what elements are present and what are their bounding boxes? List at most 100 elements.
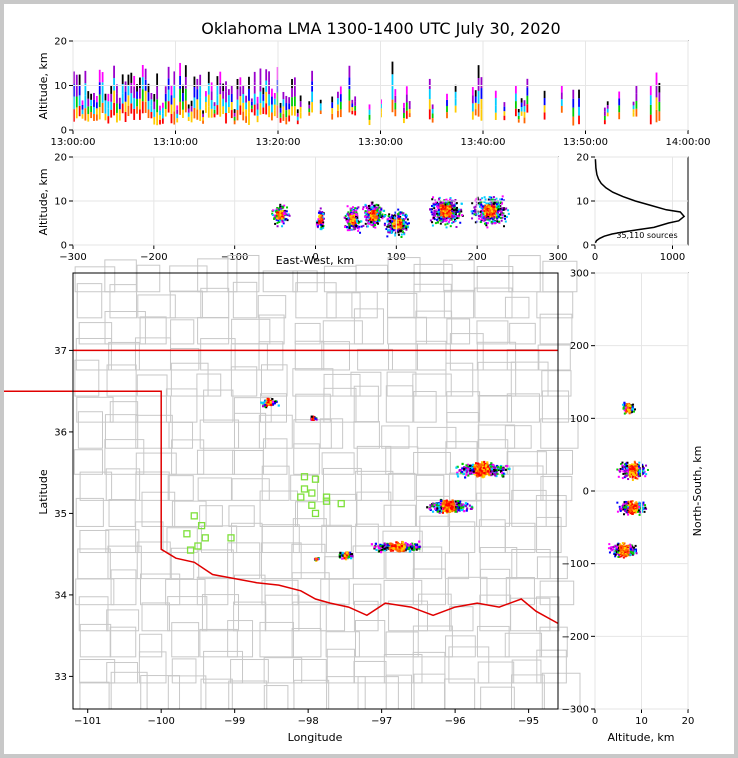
eastwest-altitude-source (501, 201, 504, 204)
altitude-northsouth-source (617, 555, 620, 558)
time-altitude-source (239, 86, 242, 97)
plan-view-source (443, 507, 446, 510)
altitude-northsouth-source (619, 509, 622, 512)
eastwest-altitude-source (275, 218, 278, 221)
altitude-northsouth-source (610, 549, 613, 552)
time-altitude-source (207, 83, 210, 95)
eastwest-altitude-source (441, 220, 444, 223)
eastwest-altitude-source (354, 209, 357, 212)
time-altitude-source (216, 105, 219, 115)
eastwest-altitude-source (432, 216, 435, 219)
eastwest-altitude-source (353, 215, 356, 218)
time-altitude-source (291, 97, 293, 107)
plan-view-source (267, 403, 270, 406)
x-tick-label: 13:30:00 (358, 137, 403, 148)
altitude-northsouth-source (629, 543, 632, 546)
county-outline (261, 542, 302, 580)
time-altitude-source (526, 87, 529, 96)
plan-view-source (438, 508, 441, 511)
time-altitude-source (81, 114, 84, 119)
eastwest-altitude-source (495, 203, 498, 206)
time-altitude-source (248, 112, 250, 125)
eastwest-altitude-source (398, 217, 401, 220)
y-tick-label: 34 (54, 590, 67, 601)
plan-view-source (500, 471, 504, 474)
eastwest-altitude-source (358, 225, 361, 228)
eastwest-altitude-source (430, 211, 433, 214)
county-outline (232, 281, 258, 319)
time-altitude-source (446, 93, 448, 100)
time-altitude-source (147, 100, 150, 110)
eastwest-altitude-source (474, 208, 477, 211)
eastwest-altitude-source (355, 223, 358, 226)
altitude-northsouth-source (635, 550, 638, 553)
time-altitude-source (311, 102, 314, 113)
altitude-northsouth-source (630, 469, 633, 472)
time-altitude-source (514, 101, 517, 109)
time-altitude-source (236, 110, 239, 121)
county-outline (449, 472, 482, 501)
county-outline (76, 396, 114, 423)
eastwest-altitude-source (364, 203, 367, 206)
county-outline (476, 625, 510, 658)
time-altitude-source (230, 110, 233, 119)
lma-station-marker (311, 475, 320, 483)
time-altitude-source (207, 94, 210, 107)
county-outline (386, 371, 417, 397)
time-altitude-source (118, 109, 121, 115)
plan-view-source (386, 546, 389, 549)
altitude-northsouth-source (614, 553, 617, 556)
time-altitude-source (116, 93, 118, 104)
time-altitude-source (104, 93, 107, 101)
eastwest-altitude-source (318, 211, 321, 214)
eastwest-altitude-source (475, 197, 478, 200)
time-altitude-source (256, 109, 259, 116)
eastwest-altitude-source (444, 215, 447, 218)
eastwest-altitude-source (492, 202, 495, 205)
eastwest-altitude-source (323, 217, 326, 220)
plan-view-source (345, 552, 349, 555)
eastwest-altitude-source (477, 212, 480, 215)
lma-station-marker (308, 501, 316, 509)
time-altitude-source (210, 100, 213, 109)
county-outline (196, 576, 229, 606)
altitude-northsouth-source (623, 504, 626, 507)
plan-view-source (453, 505, 456, 509)
county-outline (170, 319, 195, 345)
eastwest-altitude-source (282, 222, 285, 225)
altitude-northsouth-source (632, 473, 635, 476)
eastwest-altitude-source (361, 208, 364, 211)
eastwest-altitude-source (389, 226, 392, 229)
county-outline (135, 395, 172, 423)
eastwest-altitude-source (322, 212, 325, 215)
time-altitude-source (104, 107, 107, 114)
county-outline (443, 678, 476, 710)
eastwest-altitude-source (383, 224, 386, 227)
eastwest-altitude-source (433, 209, 436, 212)
county-outline (228, 505, 255, 527)
plan-view-source (494, 469, 497, 472)
eastwest-altitude-source (375, 214, 378, 217)
county-outline (536, 449, 574, 475)
eastwest-altitude-source (399, 223, 402, 226)
eastwest-altitude-source (353, 220, 356, 223)
altitude-northsouth-source (620, 552, 623, 555)
altitude-northsouth-source (625, 411, 628, 414)
time-altitude-source (446, 99, 448, 107)
plan-view-source (492, 465, 495, 468)
eastwest-altitude-source (500, 211, 503, 214)
eastwest-altitude-source (439, 202, 442, 205)
eastwest-altitude-source (379, 209, 382, 212)
altitude-northsouth-source (627, 467, 630, 470)
altitude-northsouth-source (617, 553, 620, 556)
plan-view-source (463, 466, 466, 469)
altitude-northsouth-source (631, 476, 634, 479)
plan-view-source (431, 504, 434, 507)
time-altitude-source (225, 81, 227, 92)
county-outline (510, 361, 549, 397)
eastwest-altitude-source (490, 196, 493, 199)
eastwest-altitude-source (496, 209, 499, 212)
altitude-northsouth-source (628, 472, 631, 475)
eastwest-altitude-source (407, 222, 410, 225)
time-altitude-source (523, 100, 526, 106)
